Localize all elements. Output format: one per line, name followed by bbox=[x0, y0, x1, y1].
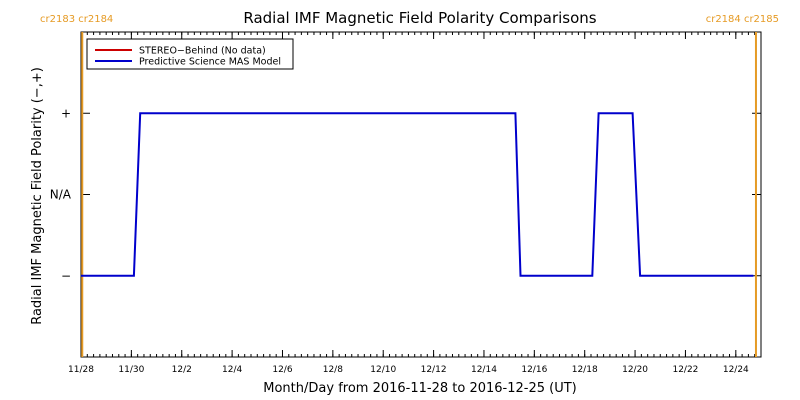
x-tick-label: 12/8 bbox=[323, 365, 343, 375]
rotation-marker-label: cr2183 cr2184 bbox=[40, 14, 113, 25]
x-tick-label: 12/4 bbox=[222, 365, 242, 375]
x-tick-label: 12/2 bbox=[172, 365, 192, 375]
legend-box bbox=[86, 38, 294, 70]
y-tick-label: + bbox=[61, 106, 71, 120]
x-tick-label: 12/22 bbox=[672, 365, 698, 375]
x-tick-label: 12/6 bbox=[272, 365, 292, 375]
x-tick-label: 12/20 bbox=[622, 365, 648, 375]
x-tick-label: 11/28 bbox=[68, 365, 94, 375]
legend-entry-label: Predictive Science MAS Model bbox=[139, 57, 281, 68]
x-tick-label: 12/14 bbox=[471, 365, 497, 375]
legend: STEREO−Behind (No data)Predictive Scienc… bbox=[86, 38, 294, 70]
series-line-1 bbox=[81, 112, 754, 277]
plot-area: 11/28 11/30 12/2 12/4 12/6 12/8 12/10 12/12 12/1… bbox=[40, 14, 779, 375]
x-tick-label: 12/18 bbox=[572, 365, 598, 375]
legend-entry-label: STEREO−Behind (No data) bbox=[139, 46, 266, 57]
plot-frame bbox=[80, 31, 762, 358]
x-tick-label: 12/16 bbox=[521, 365, 547, 375]
chart-title: Radial IMF Magnetic Field Polarity Compa… bbox=[243, 9, 596, 27]
rotation-marker-label: cr2184 cr2185 bbox=[706, 14, 779, 25]
x-tick-label: 12/10 bbox=[370, 365, 396, 375]
x-tick-label: 11/30 bbox=[118, 365, 144, 375]
x-axis-label: Month/Day from 2016-11-28 to 2016-12-25 … bbox=[263, 381, 576, 396]
y-axis-label: Radial IMF Magnetic Field Polarity (−,+) bbox=[30, 67, 45, 325]
x-tick-label: 12/12 bbox=[421, 365, 447, 375]
y-tick-label: N/A bbox=[50, 188, 72, 202]
x-tick-label: 12/24 bbox=[723, 365, 749, 375]
y-tick-label: − bbox=[61, 269, 71, 283]
